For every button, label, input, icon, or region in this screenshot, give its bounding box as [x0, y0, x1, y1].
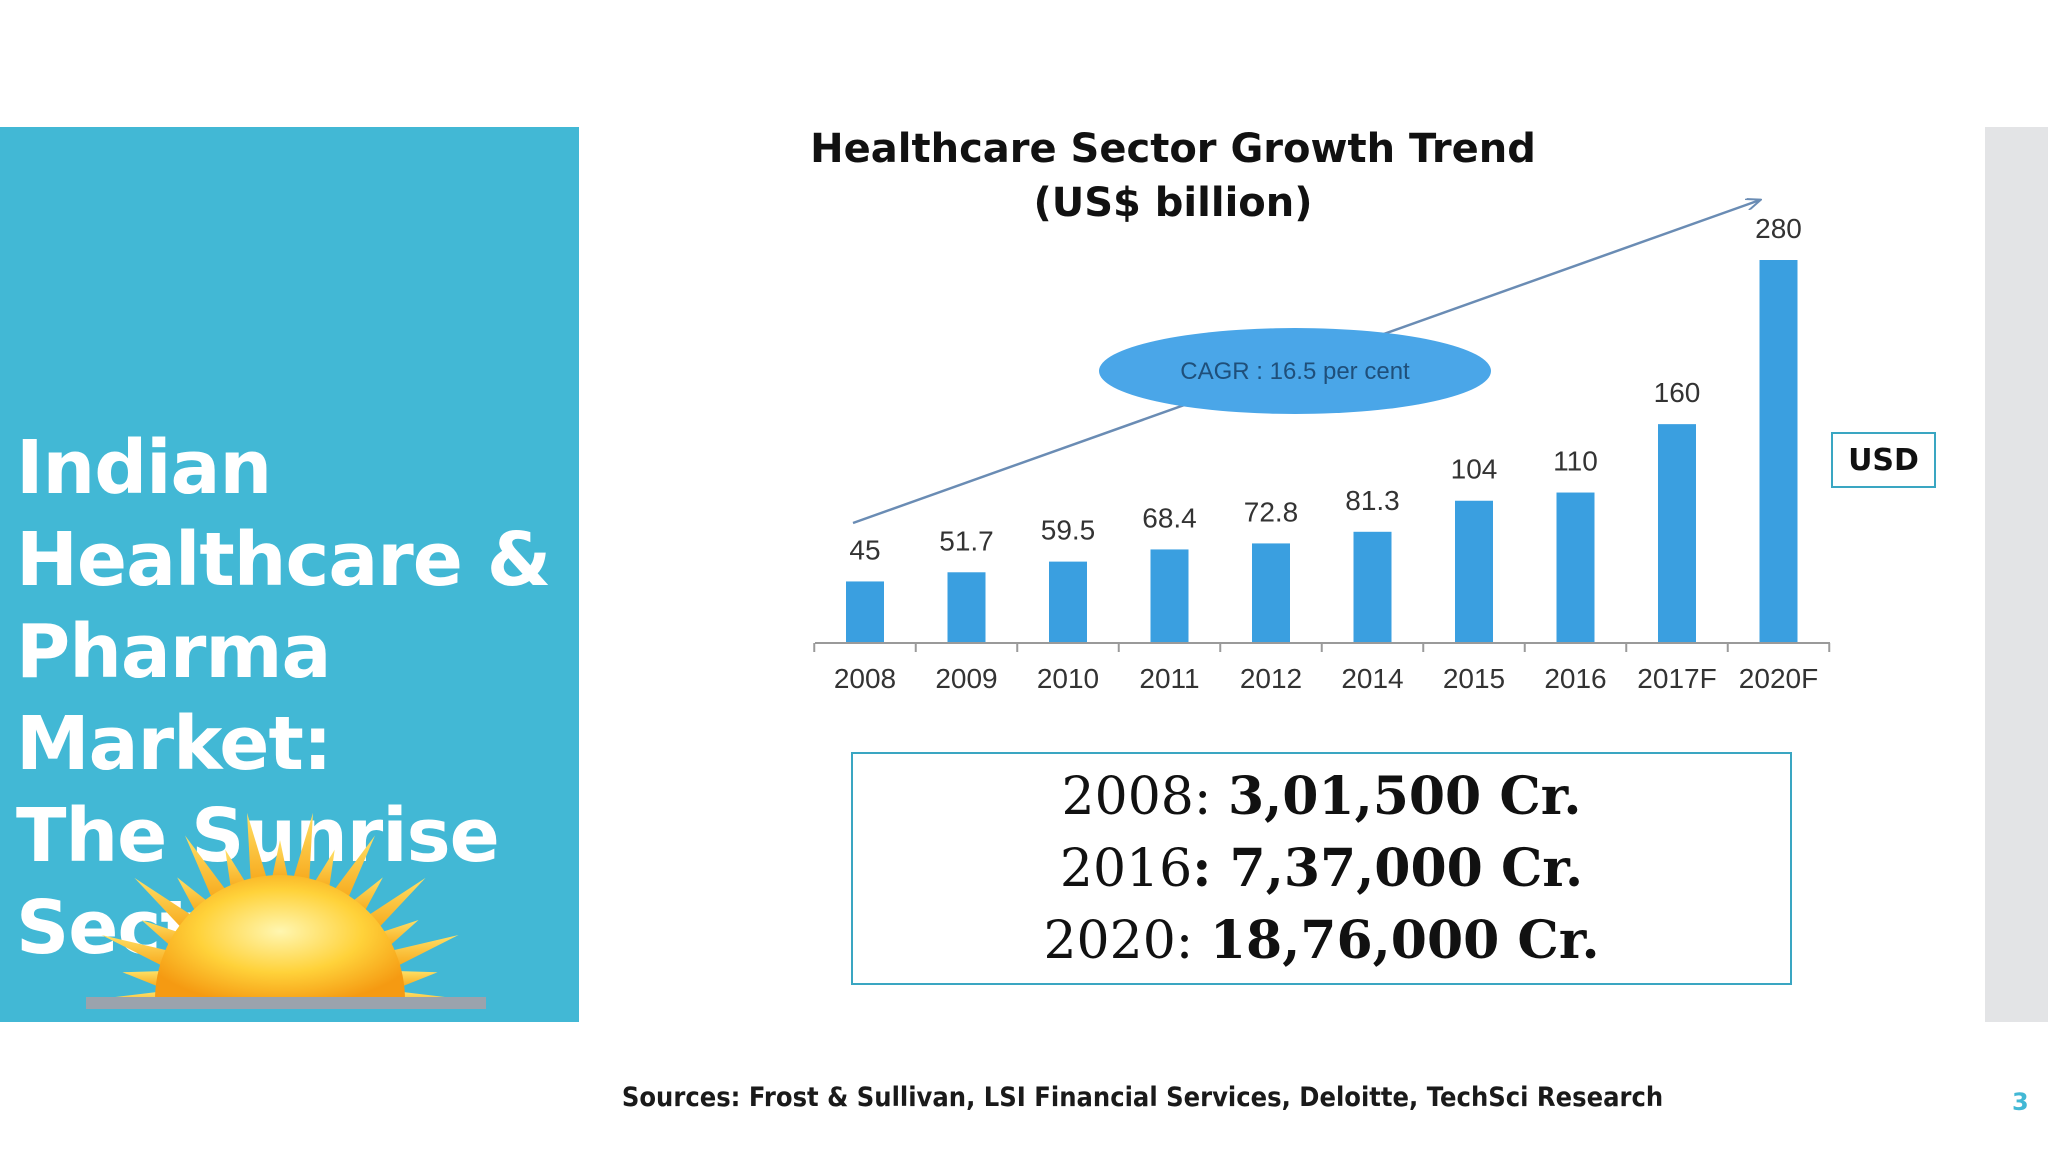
bar-2017f — [1658, 424, 1696, 643]
x-tick-label: 2016 — [1544, 663, 1606, 694]
value-label: 72.8 — [1244, 496, 1299, 527]
sun-ray — [366, 877, 426, 930]
x-tick-label: 2010 — [1037, 663, 1099, 694]
chart-title: Healthcare Sector Growth Trend — [810, 126, 1536, 172]
growth-bar-chart: Healthcare Sector Growth Trend (US$ bill… — [810, 126, 1831, 694]
title-line: Indian — [16, 425, 272, 511]
x-tick-label: 2009 — [935, 663, 997, 694]
cagr-label: CAGR : 16.5 per cent — [1180, 358, 1410, 385]
bar-group — [846, 260, 1798, 643]
sources-text: Sources: Frost & Sullivan, LSI Financial… — [621, 1082, 1664, 1113]
chart-subtitle: (US$ billion) — [1033, 180, 1312, 226]
conversion-value: 18,76,000 — [1209, 909, 1500, 971]
x-tick-label: 2012 — [1240, 663, 1302, 694]
conversion-line: 2020: 18,76,000 Cr. — [1043, 905, 1599, 977]
conversion-unit: Cr. — [1481, 765, 1582, 827]
x-tick-label: 2020F — [1739, 663, 1818, 694]
x-tick-label: 2015 — [1443, 663, 1505, 694]
page-number: 3 — [2012, 1088, 2029, 1116]
sun-ray — [122, 970, 164, 988]
title-line: Pharma — [16, 609, 331, 695]
x-tick-label: 2011 — [1139, 663, 1199, 694]
x-tick-label: 2008 — [834, 663, 896, 694]
side-strip — [1985, 127, 2048, 1022]
x-axis-labels: 2008 2009 2010 2011 2012 2014 2015 2016 2017F 202… — [834, 663, 1818, 694]
sun-ray — [332, 835, 375, 901]
value-label: 160 — [1654, 377, 1701, 408]
conversion-year: 2016 — [1059, 838, 1193, 899]
sun-ray — [271, 840, 289, 881]
conversion-line: 2016: 7,37,000 Cr. — [1060, 833, 1583, 905]
sun-ray — [247, 812, 268, 884]
value-label: 280 — [1755, 213, 1802, 244]
sun-ray — [389, 935, 459, 967]
bar-2012 — [1252, 543, 1290, 643]
sun-ray — [313, 849, 335, 891]
conversion-value: 3,01,500 — [1227, 765, 1482, 827]
value-label: 68.4 — [1142, 502, 1197, 533]
cagr-annotation: CAGR : 16.5 per cent — [1099, 328, 1491, 414]
x-axis-ticks — [813, 643, 1831, 652]
conversion-year: 2008: — [1061, 766, 1228, 827]
sun-ray — [225, 849, 247, 891]
conversion-line: 2008: 3,01,500 Cr. — [1062, 761, 1582, 833]
bar-2014 — [1353, 531, 1392, 643]
bar-2015 — [1455, 500, 1493, 643]
sun-ray — [134, 877, 194, 930]
slide-title: Indian Healthcare & Pharma Market: The S… — [16, 422, 571, 974]
value-label: 110 — [1553, 446, 1598, 477]
sun-ray — [185, 835, 228, 901]
title-line: Market: — [16, 701, 332, 787]
value-label: 59.5 — [1041, 515, 1096, 546]
sun-ray — [292, 812, 313, 884]
value-label: 104 — [1451, 454, 1498, 485]
bar-2011 — [1150, 549, 1189, 643]
value-label: 51.7 — [939, 525, 994, 556]
value-label: 81.3 — [1345, 485, 1400, 516]
bar-2016 — [1556, 492, 1595, 643]
conversion-unit: Cr. — [1499, 909, 1600, 971]
sources-footnote: Sources: Frost & Sullivan, LSI Financial… — [0, 1082, 2048, 1113]
sunrise-illustration — [86, 812, 486, 1009]
bar-2010 — [1049, 561, 1087, 643]
bar-2008 — [846, 581, 884, 643]
usd-label: USD — [1831, 432, 1936, 488]
conversion-value: : 7,37,000 — [1192, 837, 1483, 899]
inr-conversion-box: 2008: 3,01,500 Cr. 2016: 7,37,000 Cr. 20… — [851, 752, 1792, 985]
bar-2020f — [1759, 260, 1798, 643]
x-tick-label: 2014 — [1341, 663, 1403, 694]
conversion-year: 2020: — [1043, 910, 1210, 971]
sun-ray — [101, 935, 171, 967]
x-tick-label: 2017F — [1637, 663, 1716, 694]
conversion-unit: Cr. — [1482, 837, 1584, 899]
value-label: 45 — [849, 534, 880, 565]
value-labels: 45 51.7 59.5 68.4 72.8 81.3 104 110 160 280 — [849, 213, 1801, 565]
title-panel: Indian Healthcare & Pharma Market: The S… — [0, 127, 579, 1022]
title-line: Healthcare & — [16, 517, 551, 603]
sun-ray — [396, 970, 438, 988]
bar-2009 — [947, 572, 986, 643]
